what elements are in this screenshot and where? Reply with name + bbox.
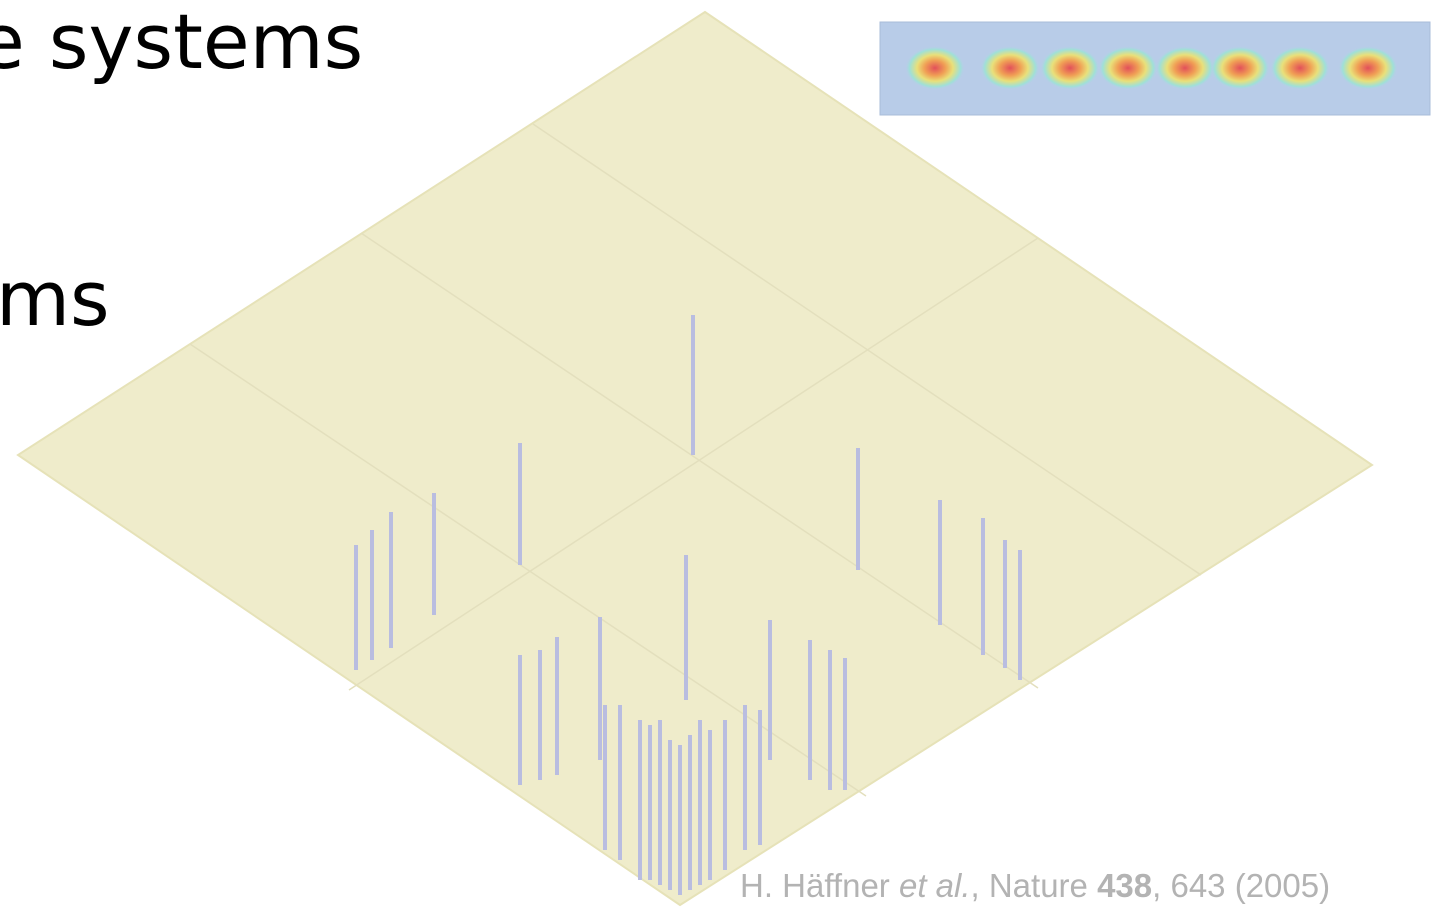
slide: e systems ms H. Häffner et al., Nature 4… bbox=[0, 0, 1444, 910]
citation-journal: , Nature bbox=[971, 867, 1098, 904]
citation-rest: , 643 (2005) bbox=[1152, 867, 1330, 904]
heading-line: e systems bbox=[0, 0, 363, 86]
citation: H. Häffner et al., Nature 438, 643 (2005… bbox=[740, 867, 1330, 904]
plot-base bbox=[18, 12, 1372, 905]
citation-volume: 438 bbox=[1097, 867, 1152, 904]
density-matrix-plot bbox=[18, 12, 1372, 905]
heading-line: ms bbox=[0, 254, 110, 343]
citation-authors: H. Häffner bbox=[740, 867, 899, 904]
ion-image bbox=[880, 22, 1430, 115]
citation-etal: et al. bbox=[899, 867, 971, 904]
page: e systems ms H. Häffner et al., Nature 4… bbox=[0, 0, 1444, 910]
